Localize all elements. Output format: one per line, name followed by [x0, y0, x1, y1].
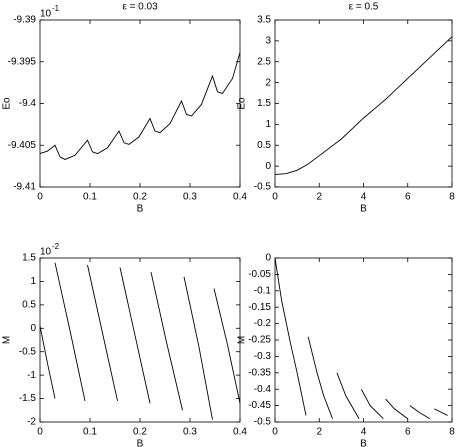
x-tick-label: 0.3 [183, 192, 197, 203]
y-tick-label: 1.5 [22, 253, 36, 264]
y-tick-label: 2 [265, 77, 271, 88]
y-tick-label: -0.35 [248, 367, 271, 378]
x-axis-label: B [360, 439, 367, 447]
y-axis-label: M [237, 336, 248, 344]
y-multiplier-exponent: -1 [52, 4, 60, 13]
x-tick-label: 0 [37, 192, 43, 203]
y-tick-label: -0.3 [254, 351, 272, 362]
y-tick-label: 0 [265, 161, 271, 172]
y-tick-label: -0.5 [254, 182, 272, 193]
chart-title: ε = 0.03 [122, 2, 158, 13]
y-tick-label: -0.45 [248, 400, 271, 411]
y-tick-label: -9.4 [19, 98, 37, 109]
x-tick-label: 0 [272, 427, 278, 438]
y-axis-label: Eo [237, 97, 248, 110]
y-tick-label: 3 [265, 36, 271, 47]
x-tick-label: 0.4 [233, 192, 247, 203]
y-tick-label: -0.4 [254, 384, 272, 395]
data-line [274, 257, 448, 420]
y-tick-label: -9.405 [8, 140, 37, 151]
x-tick-label: 0.2 [133, 427, 147, 438]
y-tick-label: 3.5 [257, 15, 271, 26]
x-tick-label: 0 [37, 427, 43, 438]
y-tick-label: 0 [30, 323, 36, 334]
y-tick-label: 2.5 [257, 56, 271, 67]
y-tick-label: 0.5 [22, 299, 36, 310]
y-tick-label: -0.5 [254, 417, 272, 428]
y-tick-label: -9.39 [13, 15, 36, 26]
x-tick-label: 2 [316, 192, 322, 203]
x-tick-label: 6 [405, 427, 411, 438]
data-line [39, 262, 241, 420]
y-tick-label: -0.25 [248, 335, 271, 346]
x-tick-label: 8 [449, 427, 455, 438]
y-multiplier-base: 10 [40, 247, 52, 258]
axes-box [274, 19, 453, 188]
x-tick-label: 0 [272, 192, 278, 203]
y-tick-label: 0 [265, 253, 271, 264]
y-tick-label: -0.5 [19, 346, 37, 357]
y-tick-label: -1 [27, 370, 36, 381]
y-multiplier-base: 10 [40, 9, 52, 20]
x-tick-label: 0.4 [233, 427, 247, 438]
y-axis-label: Eo [2, 97, 13, 110]
x-tick-label: 0.3 [183, 427, 197, 438]
y-tick-label: -2 [27, 417, 36, 428]
x-axis-label: B [137, 204, 144, 215]
axes-box [39, 19, 241, 188]
chart-title: ε = 0.5 [349, 2, 379, 13]
x-tick-label: 4 [361, 192, 367, 203]
y-tick-label: -0.1 [254, 285, 272, 296]
y-tick-label: -9.395 [8, 56, 37, 67]
x-tick-label: 0.1 [83, 192, 97, 203]
x-tick-label: 0.1 [83, 427, 97, 438]
x-tick-label: 6 [405, 192, 411, 203]
y-axis-label: M [2, 336, 13, 344]
x-tick-label: 2 [316, 427, 322, 438]
x-axis-label: B [137, 439, 144, 447]
y-multiplier-exponent: -2 [52, 242, 60, 251]
y-tick-label: 0.5 [257, 140, 271, 151]
axes-box [39, 257, 241, 423]
x-axis-label: B [360, 204, 367, 215]
axes-box [274, 257, 453, 423]
x-tick-label: 8 [449, 192, 455, 203]
y-tick-label: -0.2 [254, 318, 272, 329]
x-tick-label: 4 [361, 427, 367, 438]
y-tick-label: 1.5 [257, 98, 271, 109]
y-tick-label: -9.41 [13, 182, 36, 193]
y-tick-label: -0.15 [248, 302, 271, 313]
y-tick-label: -1.5 [19, 393, 37, 404]
x-tick-label: 0.2 [133, 192, 147, 203]
y-tick-label: -0.05 [248, 269, 271, 280]
y-tick-label: 1 [30, 276, 36, 287]
y-tick-label: 1 [265, 119, 271, 130]
data-line [274, 36, 453, 175]
data-line [39, 52, 241, 160]
